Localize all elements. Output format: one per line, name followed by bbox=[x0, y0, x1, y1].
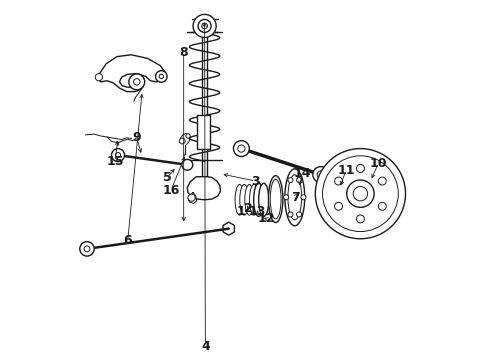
Text: 11: 11 bbox=[337, 164, 355, 177]
Circle shape bbox=[347, 180, 374, 207]
Ellipse shape bbox=[259, 183, 269, 216]
Circle shape bbox=[296, 177, 302, 183]
Circle shape bbox=[316, 149, 406, 239]
Ellipse shape bbox=[235, 184, 244, 215]
Circle shape bbox=[116, 153, 121, 158]
Circle shape bbox=[80, 242, 94, 256]
Text: 4: 4 bbox=[201, 341, 210, 354]
Circle shape bbox=[288, 212, 293, 217]
Circle shape bbox=[378, 177, 386, 185]
Circle shape bbox=[296, 212, 302, 217]
Text: 13: 13 bbox=[249, 205, 266, 218]
Ellipse shape bbox=[240, 184, 249, 215]
Circle shape bbox=[179, 138, 185, 144]
Circle shape bbox=[186, 134, 190, 138]
Circle shape bbox=[284, 195, 289, 200]
Circle shape bbox=[134, 78, 140, 85]
Text: 6: 6 bbox=[123, 234, 132, 247]
Circle shape bbox=[356, 165, 365, 172]
Circle shape bbox=[96, 73, 102, 81]
Text: 1: 1 bbox=[237, 205, 246, 218]
Circle shape bbox=[322, 156, 398, 231]
Text: 9: 9 bbox=[132, 131, 141, 144]
Circle shape bbox=[335, 202, 343, 210]
Text: 14: 14 bbox=[294, 167, 312, 180]
Text: 10: 10 bbox=[370, 157, 387, 170]
Circle shape bbox=[202, 23, 207, 29]
Circle shape bbox=[84, 246, 90, 252]
Circle shape bbox=[233, 141, 249, 157]
Circle shape bbox=[378, 202, 386, 210]
Circle shape bbox=[317, 171, 324, 178]
Circle shape bbox=[159, 74, 164, 78]
Circle shape bbox=[335, 177, 343, 185]
Ellipse shape bbox=[245, 184, 254, 215]
Text: 3: 3 bbox=[251, 175, 260, 188]
Circle shape bbox=[238, 145, 245, 152]
Circle shape bbox=[356, 215, 365, 223]
Circle shape bbox=[112, 149, 124, 162]
Text: 15: 15 bbox=[106, 155, 124, 168]
Circle shape bbox=[182, 159, 193, 170]
Circle shape bbox=[155, 71, 167, 82]
Ellipse shape bbox=[288, 175, 302, 220]
Circle shape bbox=[129, 74, 145, 90]
Text: 12: 12 bbox=[258, 212, 275, 225]
Ellipse shape bbox=[270, 179, 281, 219]
Circle shape bbox=[313, 167, 329, 183]
Text: 8: 8 bbox=[179, 46, 188, 59]
Circle shape bbox=[301, 195, 306, 200]
Circle shape bbox=[198, 19, 211, 32]
Ellipse shape bbox=[269, 176, 283, 222]
Text: 2: 2 bbox=[244, 202, 253, 215]
Ellipse shape bbox=[285, 169, 305, 226]
FancyBboxPatch shape bbox=[197, 116, 210, 149]
Text: 7: 7 bbox=[291, 191, 300, 204]
Text: 5: 5 bbox=[163, 171, 172, 184]
Circle shape bbox=[288, 177, 293, 183]
Circle shape bbox=[188, 194, 195, 201]
Polygon shape bbox=[187, 177, 220, 200]
Text: 16: 16 bbox=[162, 184, 180, 197]
Ellipse shape bbox=[254, 183, 264, 216]
Ellipse shape bbox=[249, 184, 259, 215]
Circle shape bbox=[193, 14, 216, 37]
Circle shape bbox=[353, 186, 368, 201]
